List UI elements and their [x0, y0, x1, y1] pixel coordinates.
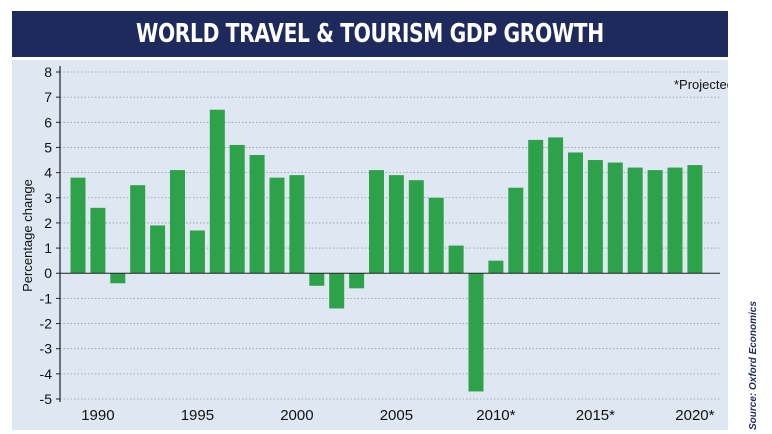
- x-tick-label: 2010*: [476, 407, 515, 424]
- bar: [329, 273, 345, 309]
- y-tick-label: 5: [44, 139, 52, 155]
- bar: [130, 185, 146, 274]
- chart-title: WORLD TRAVEL & TOURISM GDP GROWTH: [136, 19, 604, 49]
- bar: [607, 162, 623, 274]
- bar: [508, 187, 524, 274]
- bar: [488, 260, 504, 274]
- bar: [90, 207, 106, 274]
- projected-note: *Projected: [674, 77, 728, 92]
- y-axis-label: Percentage change: [20, 179, 35, 292]
- source-note: Source: Oxford Economics: [748, 301, 759, 430]
- x-tick-label: 2005: [380, 407, 413, 424]
- page-margin: [735, 0, 772, 434]
- x-tick-label: 2020*: [675, 407, 714, 424]
- bar: [309, 273, 325, 286]
- plot-panel: 8 7 6 5 4 3 2 1 0 -1 -2 -3 -4 -5 1990 1995 2000 2005 2010*…: [12, 60, 728, 430]
- y-tick-label: 3: [44, 190, 52, 206]
- y-tick-label: -3: [40, 341, 53, 357]
- y-tick-label: 7: [44, 89, 52, 105]
- y-tick-label: 2: [44, 215, 52, 231]
- bar: [229, 144, 245, 274]
- bar: [627, 167, 643, 274]
- bar: [687, 165, 703, 274]
- y-tick-label: 6: [44, 114, 52, 130]
- y-tick-label: 0: [44, 265, 52, 281]
- y-tick-label: -4: [40, 366, 53, 382]
- bar: [269, 177, 285, 274]
- bar: [448, 245, 464, 274]
- x-tick-label: 1995: [181, 407, 214, 424]
- bar: [667, 167, 683, 274]
- bar: [170, 170, 185, 274]
- bar: [647, 170, 663, 274]
- bar: [388, 175, 404, 274]
- bar: [189, 230, 205, 274]
- y-tick-label: 4: [44, 165, 52, 181]
- y-tick-label: -5: [40, 391, 53, 407]
- bar: [289, 175, 305, 274]
- bar: [369, 170, 384, 274]
- bar-chart: 8 7 6 5 4 3 2 1 0 -1 -2 -3 -4 -5 1990 1995 2000 2005 2010*…: [20, 64, 728, 424]
- bar: [209, 109, 225, 274]
- x-tick-label: 2015*: [576, 407, 615, 424]
- bar: [110, 273, 126, 284]
- y-tick-label: 1: [44, 240, 52, 256]
- bar: [428, 197, 444, 274]
- bar: [548, 137, 564, 274]
- y-tick-label: -2: [40, 316, 53, 332]
- bar: [70, 177, 86, 274]
- bar: [528, 139, 544, 274]
- x-tick-label: 2000: [280, 407, 313, 424]
- chart-title-bar: WORLD TRAVEL & TOURISM GDP GROWTH: [12, 11, 728, 57]
- y-tick-label: -1: [40, 290, 53, 306]
- y-tick-label: 8: [44, 64, 52, 80]
- bar: [468, 273, 484, 392]
- x-tick-label: 1990: [81, 407, 114, 424]
- bar: [408, 180, 424, 274]
- bar: [249, 155, 265, 274]
- bar: [568, 152, 583, 274]
- bar: [587, 160, 603, 274]
- bar: [349, 273, 365, 289]
- bar: [150, 225, 166, 274]
